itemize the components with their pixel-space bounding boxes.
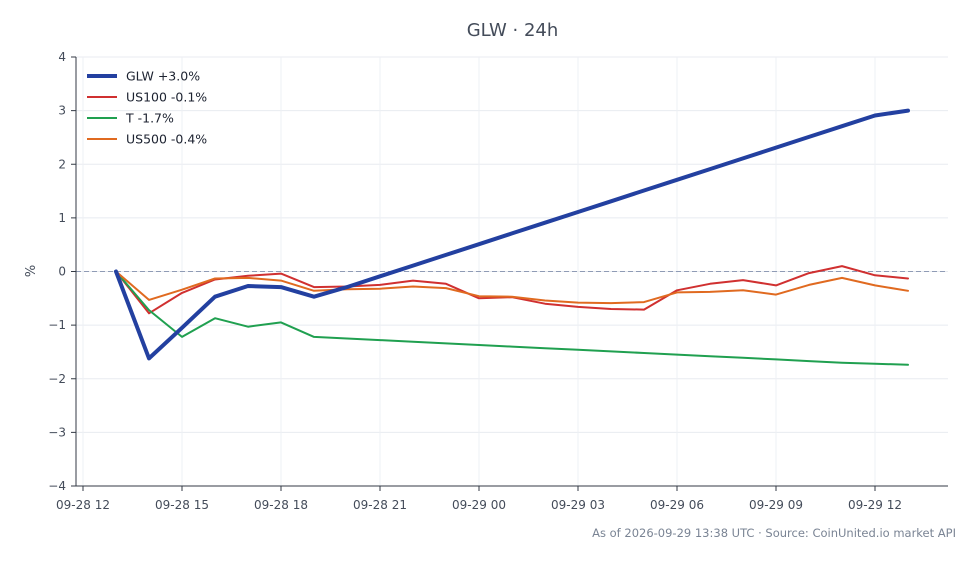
legend-label: GLW +3.0% (126, 69, 200, 84)
y-tick-label: 0 (58, 265, 66, 279)
footer-source: As of 2026-09-29 13:38 UTC · Source: Coi… (592, 526, 956, 540)
x-tick-label: 09-28 12 (56, 498, 110, 512)
y-tick-label: −3 (48, 425, 66, 439)
y-tick-label: −4 (48, 479, 66, 493)
legend: GLW +3.0% US100 -0.1% T -1.7% US500 -0.4% (87, 69, 207, 147)
x-tick-label: 09-29 09 (749, 498, 803, 512)
series-line (115, 270, 909, 305)
x-tick-label: 09-28 18 (254, 498, 308, 512)
y-tick-label: 2 (58, 157, 66, 171)
y-tick-label: 3 (58, 104, 66, 118)
y-ticks: 4 3 2 1 0 −1 −2 −3 −4 (48, 50, 76, 493)
y-axis-label: % (24, 265, 39, 277)
legend-label: US100 -0.1% (126, 90, 207, 105)
x-tick-label: 09-28 21 (353, 498, 407, 512)
y-tick-label: 1 (58, 211, 66, 225)
x-tick-label: 09-28 15 (155, 498, 209, 512)
y-tick-label: 4 (58, 50, 66, 64)
x-tick-label: 09-29 06 (650, 498, 704, 512)
legend-label: US500 -0.4% (126, 132, 207, 147)
x-ticks: 09-28 12 09-28 15 09-28 18 09-28 21 09-29 00… (56, 486, 902, 512)
series-lines (114, 108, 910, 366)
x-tick-label: 09-29 03 (551, 498, 605, 512)
series-line (115, 270, 909, 366)
x-tick-label: 09-29 12 (848, 498, 902, 512)
y-tick-label: −2 (48, 372, 66, 386)
chart-title: GLW · 24h (466, 20, 559, 41)
series-line (114, 108, 910, 361)
x-tick-label: 09-29 00 (452, 498, 506, 512)
legend-label: T -1.7% (125, 111, 174, 126)
y-tick-label: −1 (48, 318, 66, 332)
